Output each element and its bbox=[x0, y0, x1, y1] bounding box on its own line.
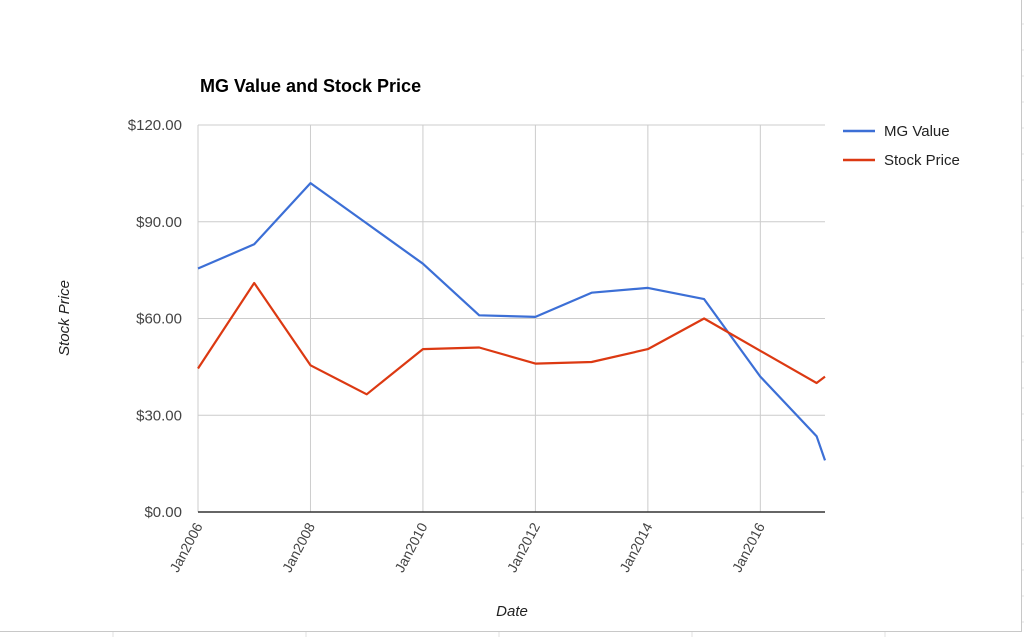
x-tick-label: Jan2010 bbox=[391, 520, 430, 575]
y-tick-label: $120.00 bbox=[128, 117, 182, 134]
x-tick-label: Jan2014 bbox=[616, 520, 655, 575]
x-axis-title: Date bbox=[496, 603, 528, 620]
grid-lines bbox=[197, 124, 825, 512]
y-axis-ticks: $0.00 $30.00 $60.00 $90.00 $120.00 bbox=[128, 117, 182, 521]
x-tick-label: Jan2016 bbox=[729, 520, 768, 575]
y-tick-label: $30.00 bbox=[136, 407, 182, 424]
y-tick-label: $90.00 bbox=[136, 214, 182, 231]
x-axis-ticks: Jan2006 Jan2008 Jan2010 Jan2012 Jan2014 Jan20… bbox=[166, 520, 768, 575]
legend-label: MG Value bbox=[884, 123, 950, 140]
series-lines bbox=[197, 182, 827, 461]
chart-title: MG Value and Stock Price bbox=[200, 76, 421, 96]
y-axis-title: Stock Price bbox=[56, 280, 73, 356]
series-line bbox=[197, 182, 827, 461]
legend[interactable]: MG Value Stock Price bbox=[843, 123, 960, 169]
legend-label: Stock Price bbox=[884, 152, 960, 169]
series-line bbox=[197, 281, 826, 396]
y-tick-label: $0.00 bbox=[144, 504, 182, 521]
x-tick-label: Jan2008 bbox=[279, 520, 318, 575]
x-tick-label: Jan2006 bbox=[166, 520, 205, 575]
x-tick-label: Jan2012 bbox=[504, 520, 543, 575]
y-tick-label: $60.00 bbox=[136, 311, 182, 328]
